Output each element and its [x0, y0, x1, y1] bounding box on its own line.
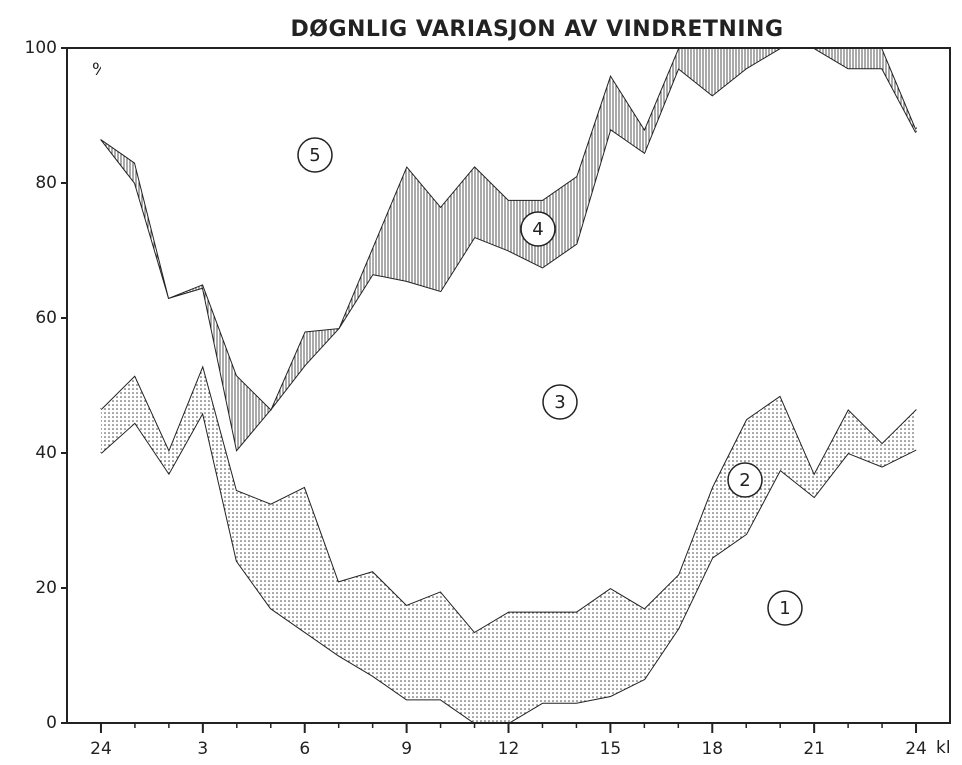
series-label: 5 — [309, 145, 320, 166]
y-tick-label: 20 — [35, 578, 57, 598]
chart-title: DØGNLIG VARIASJON AV VINDRETNING — [290, 17, 783, 42]
x-tick-label: 18 — [701, 739, 723, 759]
y-tick-label: 80 — [35, 173, 57, 193]
series-label: 4 — [532, 219, 543, 240]
series-label-circle — [767, 590, 803, 626]
y-tick-label: 40 — [35, 443, 57, 463]
series-label-circle — [727, 462, 763, 498]
x-tick-label: 6 — [299, 739, 310, 759]
x-tick-label: 3 — [197, 739, 208, 759]
x-tick-label: 12 — [498, 739, 520, 759]
y-tick-label: 100 — [25, 38, 57, 58]
series-label: 1 — [779, 598, 790, 619]
y-tick-label: 60 — [35, 308, 57, 328]
series-label: 3 — [554, 392, 565, 413]
y-tick-label: 0 — [46, 713, 57, 733]
x-axis-label: kl — [936, 738, 951, 758]
x-tick-label: 21 — [803, 739, 825, 759]
area — [100, 48, 917, 632]
area — [100, 48, 917, 410]
x-tick-label: 24 — [905, 739, 927, 759]
x-tick-label: 15 — [600, 739, 622, 759]
area — [100, 365, 917, 723]
x-tick-label: 9 — [401, 739, 412, 759]
series-label-circle — [297, 137, 333, 173]
series-label: 2 — [739, 470, 750, 491]
series-label-circle — [520, 211, 556, 247]
area — [100, 48, 917, 450]
area — [100, 412, 917, 723]
series-label-circle — [542, 384, 578, 420]
x-tick-label: 24 — [90, 739, 112, 759]
